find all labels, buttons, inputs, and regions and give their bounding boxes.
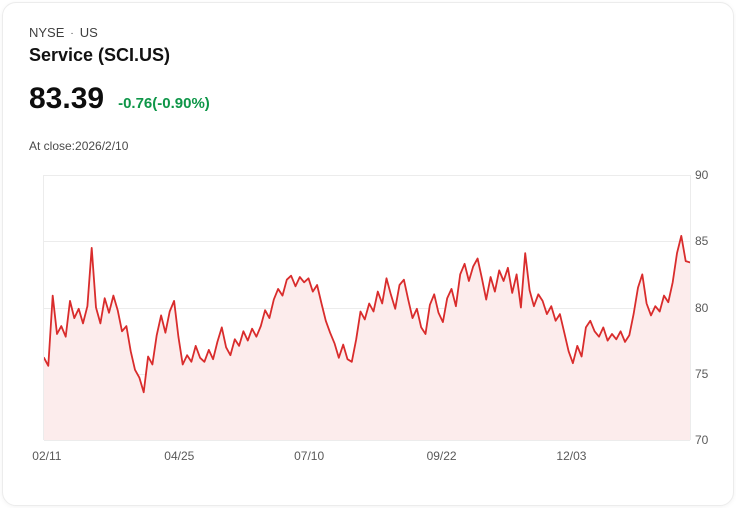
separator-dot: · [70, 28, 74, 39]
exchange-row: NYSE · US [29, 25, 98, 40]
x-axis-label: 02/11 [32, 449, 62, 463]
gridline [44, 241, 690, 243]
stock-title: Service (SCI.US) [29, 45, 171, 65]
current-price: 83.39 [29, 82, 105, 115]
x-axis-label: 12/03 [556, 449, 587, 463]
exchange-label: NYSE [29, 25, 65, 40]
x-axis-label: 09/22 [426, 449, 457, 463]
y-axis-label: 80 [695, 300, 709, 315]
x-axis-label: 04/25 [164, 449, 195, 463]
x-axis-labels: 02/11 04/25 07/10 09/22 12/03 [32, 449, 689, 465]
as-of-date: At close:2026/2/10 [29, 139, 129, 153]
price-area-chart [44, 235, 690, 440]
price-line [44, 235, 690, 394]
region-label: US [79, 25, 98, 40]
price-change: -0.76(-0.90%) [118, 95, 210, 112]
gridline [44, 307, 690, 309]
gridline [44, 440, 690, 441]
y-axis-label: 75 [695, 366, 709, 381]
y-axis-label: 85 [695, 234, 709, 249]
x-axis-label: 07/10 [294, 449, 325, 463]
price-row: 83.39 -0.76(-0.90%) [29, 82, 210, 116]
gridline [44, 175, 690, 176]
y-axis-label: 70 [695, 433, 709, 447]
area-fill [44, 235, 690, 440]
price-chart [43, 175, 691, 441]
y-axis-labels: 90 85 80 75 70 [695, 168, 731, 447]
y-axis-label: 90 [695, 168, 709, 182]
